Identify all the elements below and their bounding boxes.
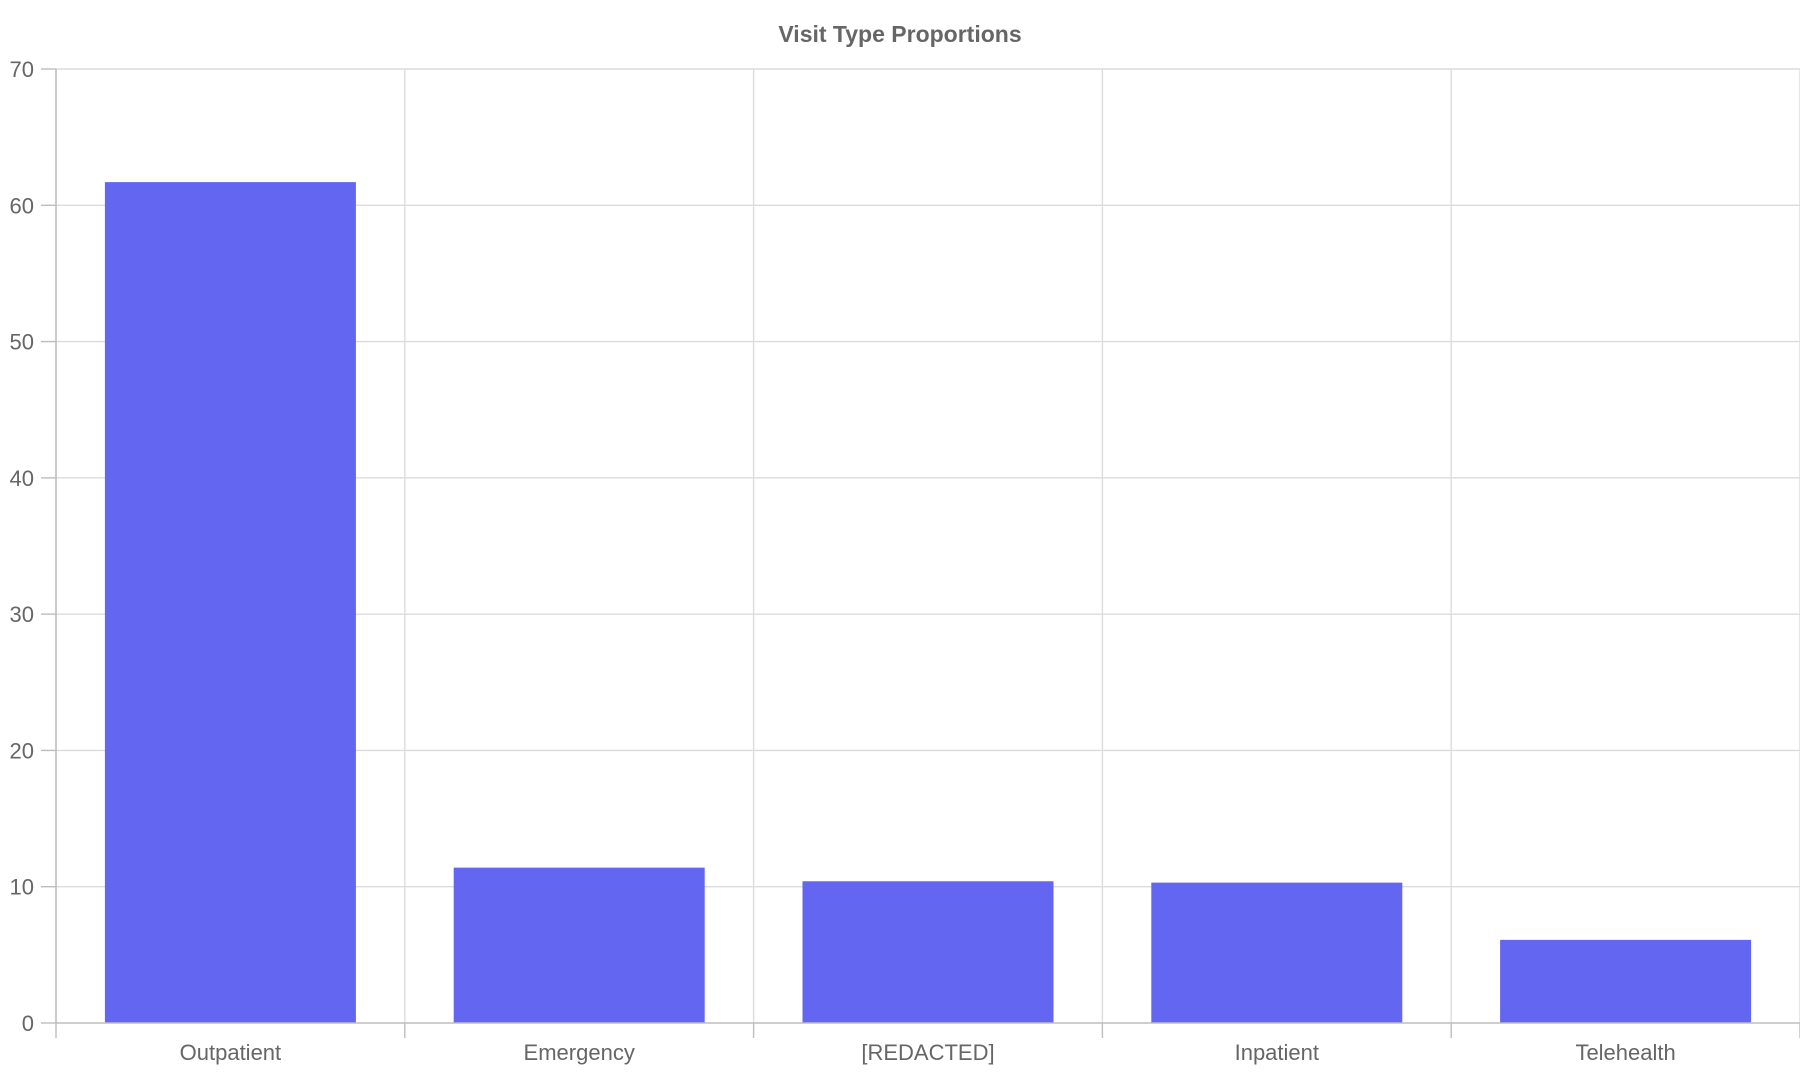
y-tick-label: 20 [10,738,34,763]
bar [104,182,356,1024]
chart-title: Visit Type Proportions [778,21,1021,47]
bar [1500,939,1752,1023]
y-tick-label: 10 [10,875,34,900]
y-tick-label: 40 [10,466,34,491]
x-tick-labels: Outpatient Emergency [REDACTED] Inpatient Te… [180,1040,1676,1065]
axes [41,68,1800,1038]
bar [802,881,1054,1023]
x-tick-label: Telehealth [1575,1040,1675,1065]
x-tick-label: Outpatient [180,1040,282,1065]
bars [104,182,1752,1024]
x-tick-label: Inpatient [1235,1040,1319,1065]
y-tick-label: 70 [10,57,34,82]
bar [453,867,705,1023]
y-tick-labels: 0 10 20 30 40 50 60 70 [10,57,34,1036]
x-tick-label: Emergency [524,1040,635,1065]
y-tick-label: 60 [10,193,34,218]
y-tick-label: 0 [22,1011,34,1036]
x-tick-label: [REDACTED] [861,1040,994,1065]
bar [1151,882,1403,1023]
y-tick-label: 50 [10,330,34,355]
y-tick-label: 30 [10,602,34,627]
